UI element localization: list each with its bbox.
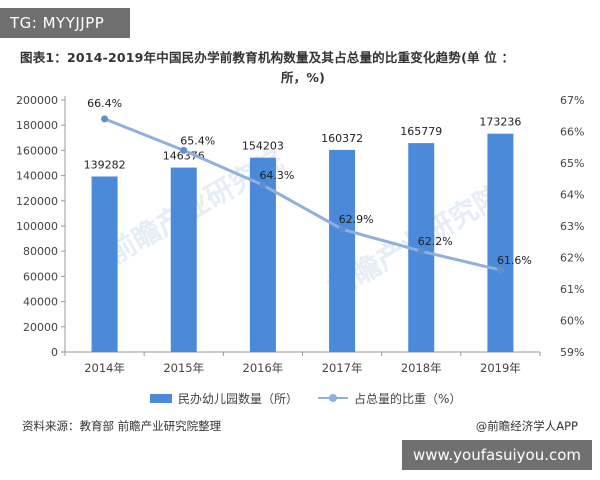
y-left-tick-label: 200000	[16, 94, 58, 107]
y-left-tick-label: 120000	[16, 195, 58, 208]
bar	[91, 176, 118, 352]
y-right-tick-label: 65%	[560, 157, 584, 170]
x-tick-label: 2016年	[243, 361, 284, 375]
y-left-tick-label: 160000	[16, 144, 58, 157]
x-tick-label: 2019年	[480, 361, 521, 375]
y-right-tick-label: 63%	[560, 220, 584, 233]
line-point	[180, 146, 188, 154]
bar	[329, 149, 356, 352]
line-point	[496, 266, 504, 274]
line-value-label: 64.3%	[259, 169, 294, 182]
site-badge: www.youfasuiyou.com	[402, 440, 592, 470]
legend-item-bar: 民办幼儿园数量（所）	[150, 388, 298, 408]
y-left-tick-label: 0	[51, 346, 58, 359]
x-tick-label: 2015年	[163, 361, 204, 375]
line-value-label: 66.4%	[87, 97, 122, 110]
bar-value-label: 146376	[163, 150, 205, 163]
y-left-tick-label: 180000	[16, 119, 58, 132]
chart-title-line2: 所，%)	[280, 70, 326, 85]
footer: 资料来源：教育部 前瞻产业研究院整理 @前瞻经济学人APP	[0, 418, 600, 434]
credit-note: @前瞻经济学人APP	[475, 419, 578, 433]
bar-value-label: 160372	[321, 132, 363, 145]
y-left-tick-label: 140000	[16, 170, 58, 183]
line-value-label: 65.4%	[180, 134, 215, 147]
line-point	[338, 225, 346, 233]
legend-line-swatch	[318, 393, 348, 403]
bar	[170, 167, 197, 352]
chart-title: 图表1：2014-2019年中国民办学前教育机构数量及其占总量的比重变化趋势(单…	[20, 48, 586, 88]
line-value-label: 62.2%	[418, 235, 453, 248]
y-right-tick-label: 66%	[560, 126, 584, 139]
x-tick-label: 2014年	[84, 361, 125, 375]
y-left-tick-label: 60000	[23, 270, 58, 283]
y-right-tick-label: 67%	[560, 94, 584, 107]
y-left-tick-label: 20000	[23, 321, 58, 334]
line-series-path	[104, 117, 501, 272]
x-tick-label: 2018年	[401, 361, 442, 375]
line-point	[101, 115, 109, 123]
source-note: 资料来源：教育部 前瞻产业研究院整理	[22, 419, 222, 433]
y-right-tick-label: 62%	[560, 252, 584, 265]
legend-line-label: 占总量的比重（%）	[354, 391, 462, 406]
y-right-tick-label: 59%	[560, 346, 584, 359]
y-left-tick-label: 100000	[16, 220, 58, 233]
line-point	[417, 247, 425, 255]
bar-value-label: 165779	[400, 125, 442, 138]
bar	[487, 133, 514, 352]
y-right-tick-label: 60%	[560, 315, 584, 328]
legend-item-line: 占总量的比重（%）	[318, 388, 461, 408]
tg-badge: TG: MYYJJPP	[0, 8, 130, 38]
line-value-label: 62.9%	[339, 213, 374, 226]
y-right-tick-label: 64%	[560, 189, 584, 202]
line-point	[259, 181, 267, 189]
legend: 民办幼儿园数量（所） 占总量的比重（%）	[0, 388, 600, 408]
bar-value-label: 173236	[479, 116, 521, 129]
legend-bar-label: 民办幼儿园数量（所）	[178, 391, 299, 406]
legend-bar-swatch	[150, 393, 172, 403]
line-value-label: 61.6%	[497, 254, 532, 267]
y-left-tick-label: 80000	[23, 245, 58, 258]
x-tick-label: 2017年	[322, 361, 363, 375]
bar-value-label: 139282	[84, 159, 126, 172]
chart-title-line1: 图表1：2014-2019年中国民办学前教育机构数量及其占总量的比重变化趋势(单…	[20, 50, 515, 65]
y-left-tick-label: 40000	[23, 296, 58, 309]
bar-value-label: 154203	[242, 140, 284, 153]
y-right-tick-label: 61%	[560, 283, 584, 296]
